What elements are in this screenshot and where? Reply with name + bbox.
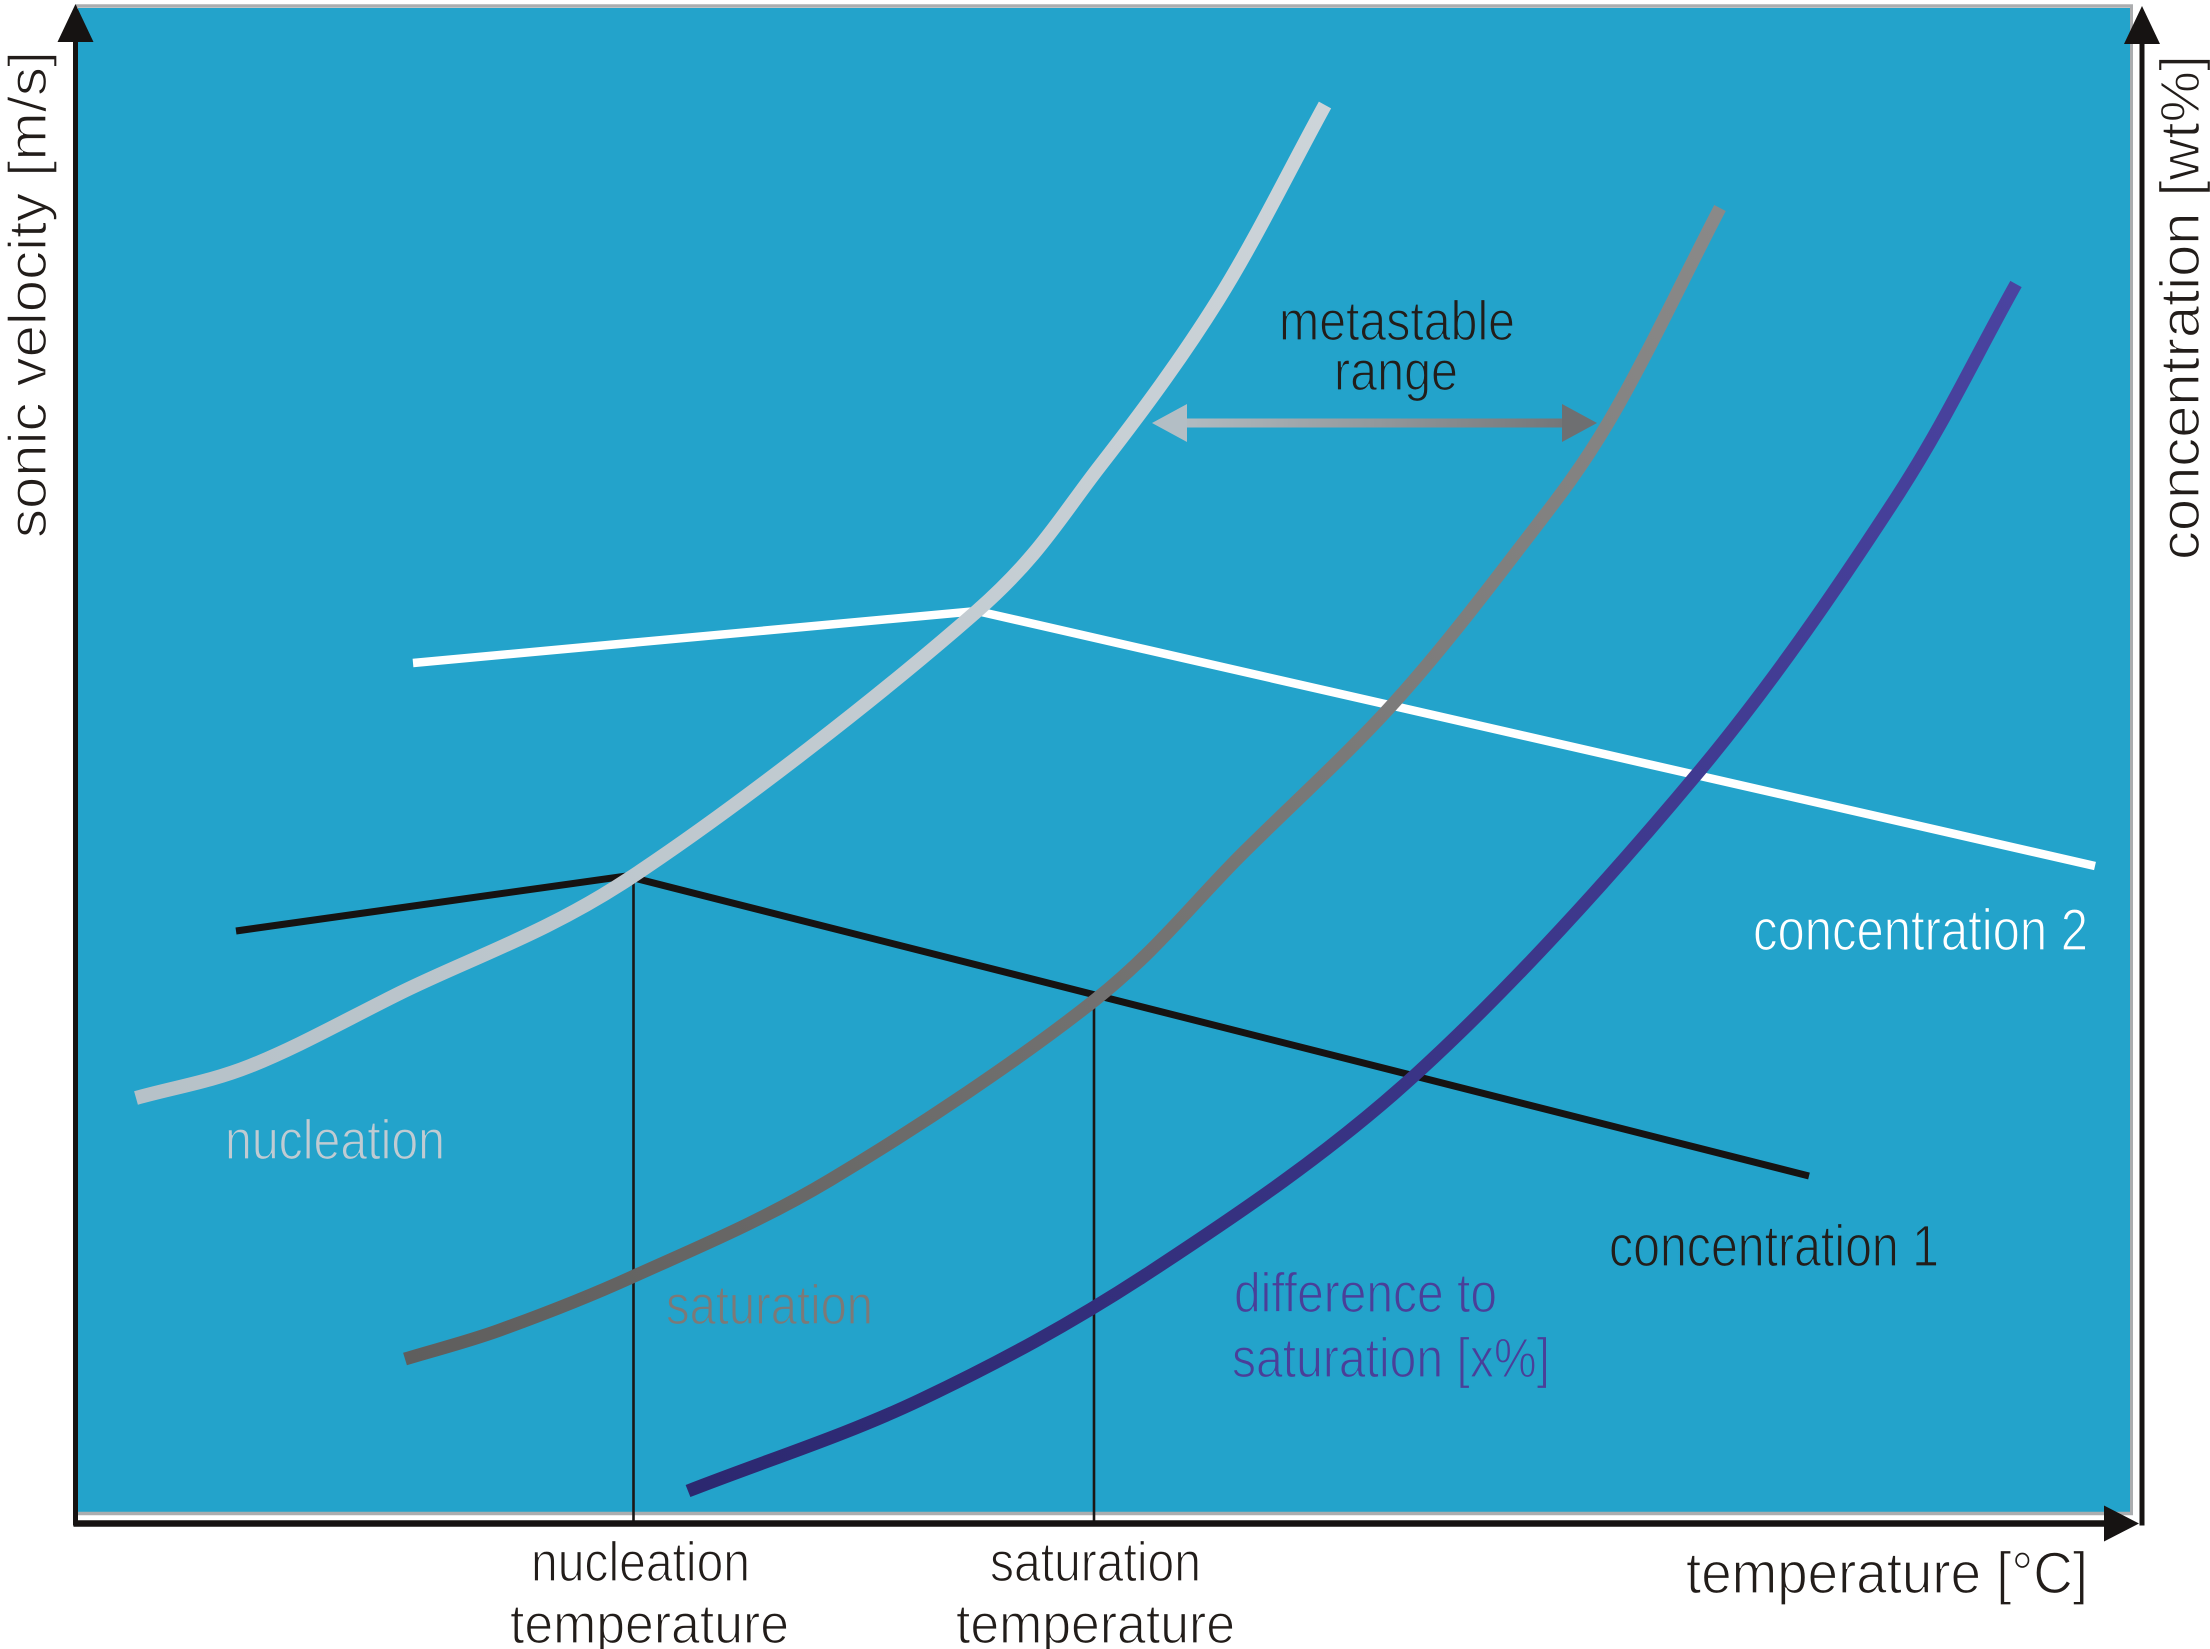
svg-text:difference to: difference to <box>1234 1261 1497 1324</box>
svg-text:nucleation: nucleation <box>225 1108 445 1171</box>
svg-text:temperature [°C]: temperature [°C] <box>1686 1541 2088 1606</box>
svg-text:nucleation: nucleation <box>531 1530 750 1593</box>
svg-text:saturation [x%]: saturation [x%] <box>1232 1326 1550 1389</box>
svg-text:saturation: saturation <box>990 1530 1201 1593</box>
svg-text:range: range <box>1334 339 1458 402</box>
svg-text:temperature: temperature <box>510 1592 789 1649</box>
svg-text:sonic velocity [m/s]: sonic velocity [m/s] <box>0 51 58 538</box>
svg-text:concentration 1: concentration 1 <box>1609 1214 1939 1279</box>
svg-text:concentration 2: concentration 2 <box>1753 898 2088 963</box>
svg-text:concentration [wt%]: concentration [wt%] <box>2148 55 2210 560</box>
svg-text:metastable: metastable <box>1279 289 1515 352</box>
svg-text:temperature: temperature <box>956 1592 1235 1649</box>
svg-text:saturation: saturation <box>666 1273 873 1336</box>
